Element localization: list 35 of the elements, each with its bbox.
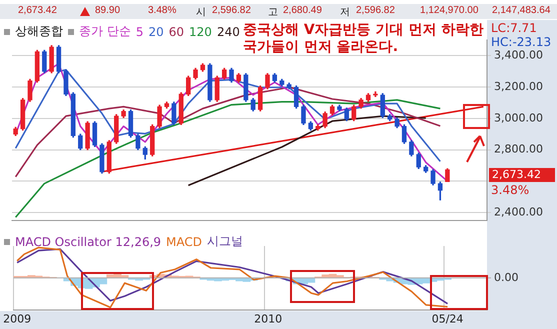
text: 고 xyxy=(268,6,278,19)
text: 저 xyxy=(340,6,350,19)
x-tick-label: 05/24 xyxy=(432,312,464,326)
x-tick-label: 2009 xyxy=(3,312,32,326)
y-tick-label: 2,800.00 xyxy=(494,142,543,156)
text: HC:-23.13 xyxy=(491,35,552,49)
ref-line-label: 0.00 xyxy=(494,270,518,284)
text: 2,680.49 xyxy=(283,5,322,16)
annotation: 중국상해 V자급반등 기대 먼저 하락한 국가들이 먼저 올라온다. xyxy=(243,22,484,56)
text: 2,596.82 xyxy=(212,5,251,16)
text: 2,147,483.64 xyxy=(492,5,550,16)
text: 5 xyxy=(136,24,144,38)
series-label: 시그널 xyxy=(207,233,244,250)
y-tick-label: 2,400.00 xyxy=(494,205,543,218)
series-label: MACD xyxy=(166,234,202,248)
chart-title: 상해종합 xyxy=(15,23,63,40)
text: 20 xyxy=(148,24,164,38)
y-tick-label: 3,400.00 xyxy=(494,48,543,62)
legend-title: 종가 단순 xyxy=(79,23,131,40)
text: 1,124,970.00 xyxy=(420,5,478,16)
x-tick-label: 2010 xyxy=(254,312,282,326)
text: 2,673.42 xyxy=(18,5,57,16)
text: 3.48% xyxy=(148,5,176,16)
text: 240 xyxy=(216,24,240,38)
y-tick-label: 3,000.00 xyxy=(494,111,543,124)
text: 3.48% xyxy=(491,183,530,197)
text: 89.90 xyxy=(95,5,120,16)
text: 2,673.42 xyxy=(489,168,555,182)
y-tick-label: 3,200.00 xyxy=(494,80,543,93)
text: LC:7.71 xyxy=(491,21,537,35)
text: 2,596.82 xyxy=(356,5,395,16)
text: 120 xyxy=(189,24,212,38)
text: 60 xyxy=(168,24,184,38)
chart-title: MACD Oscillator 12,26,9 xyxy=(15,234,162,248)
text: 시 xyxy=(196,6,206,19)
